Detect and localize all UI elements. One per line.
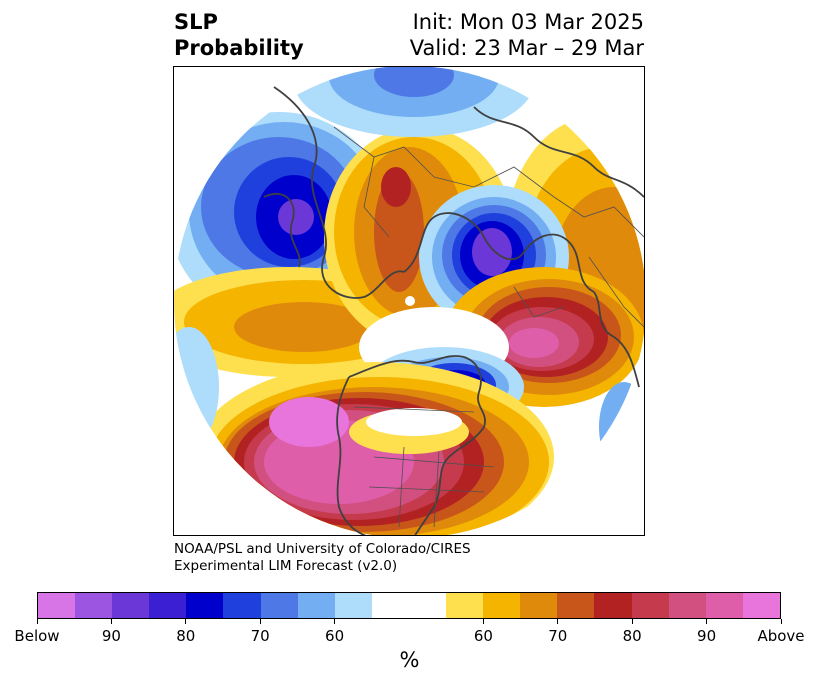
colorbar-segment [223, 593, 261, 618]
credit-line-2: Experimental LIM Forecast (v2.0) [174, 558, 398, 574]
coastlines [263, 86, 644, 535]
colorbar-tick [631, 619, 633, 624]
colorbar-tick-label: 60 [325, 627, 345, 645]
colorbar-tick [36, 619, 38, 624]
colorbar-tick-label: Below [14, 627, 60, 645]
colorbar-unit: % [399, 648, 420, 672]
colorbar-segment [408, 593, 447, 618]
map-panel [173, 66, 645, 536]
colorbar-segment [483, 593, 521, 618]
credit-text: NOAA/PSL and University of Colorado/CIRE… [174, 541, 471, 575]
colorbar-segment [75, 593, 113, 618]
colorbar-tick-label: 70 [548, 627, 568, 645]
colorbar-segment [446, 593, 484, 618]
colorbar-tick-label: 80 [622, 627, 642, 645]
colorbar-tick [259, 619, 261, 624]
colorbar-segment [631, 593, 669, 618]
country-borders [333, 126, 644, 528]
init-date: Init: Mon 03 Mar 2025 [412, 10, 644, 34]
colorbar-tick [334, 619, 336, 624]
neutral-us [366, 408, 462, 436]
colorbar-tick-label: 60 [473, 627, 493, 645]
colorbar-segment [371, 593, 409, 618]
colorbar-tick-label: 70 [250, 627, 270, 645]
title-variable: SLP [174, 10, 218, 34]
colorbar-segment [149, 593, 187, 618]
colorbar-segment [186, 593, 224, 618]
colorbar-tick [110, 619, 112, 624]
colorbar-segment [705, 593, 743, 618]
colorbar-tick [706, 619, 708, 624]
colorbar-segment [297, 593, 335, 618]
anomaly-low-north [294, 67, 534, 137]
colorbar-segment [742, 593, 780, 618]
colorbar-tick-label: 90 [101, 627, 121, 645]
colorbar-tick [557, 619, 559, 624]
colorbar-tick-label: 80 [176, 627, 196, 645]
valid-range: Valid: 23 Mar – 29 Mar [409, 36, 644, 60]
colorbar-tick-label: Above [757, 627, 805, 645]
credit-line-1: NOAA/PSL and University of Colorado/CIRE… [174, 541, 471, 557]
chart-title-left: SLP Probability [174, 9, 304, 61]
colorbar-segment [520, 593, 558, 618]
probability-map [174, 67, 644, 535]
anomaly-low-east-atlantic-core [617, 402, 641, 452]
colorbar-segment [112, 593, 150, 618]
colorbar-tick [780, 619, 782, 624]
colorbar-tick [185, 619, 187, 624]
colorbar-segment [38, 593, 76, 618]
colorbar-segment [260, 593, 298, 618]
colorbar [37, 592, 781, 619]
title-type: Probability [174, 36, 304, 60]
colorbar-segment [334, 593, 372, 618]
chart-title-right: Init: Mon 03 Mar 2025 Valid: 23 Mar – 29… [410, 9, 644, 61]
north-pole-marker [405, 296, 415, 306]
colorbar-tick-label: 90 [697, 627, 717, 645]
colorbar-segment [557, 593, 595, 618]
colorbar-segment [594, 593, 632, 618]
colorbar-tick [482, 619, 484, 624]
colorbar-segment [668, 593, 706, 618]
